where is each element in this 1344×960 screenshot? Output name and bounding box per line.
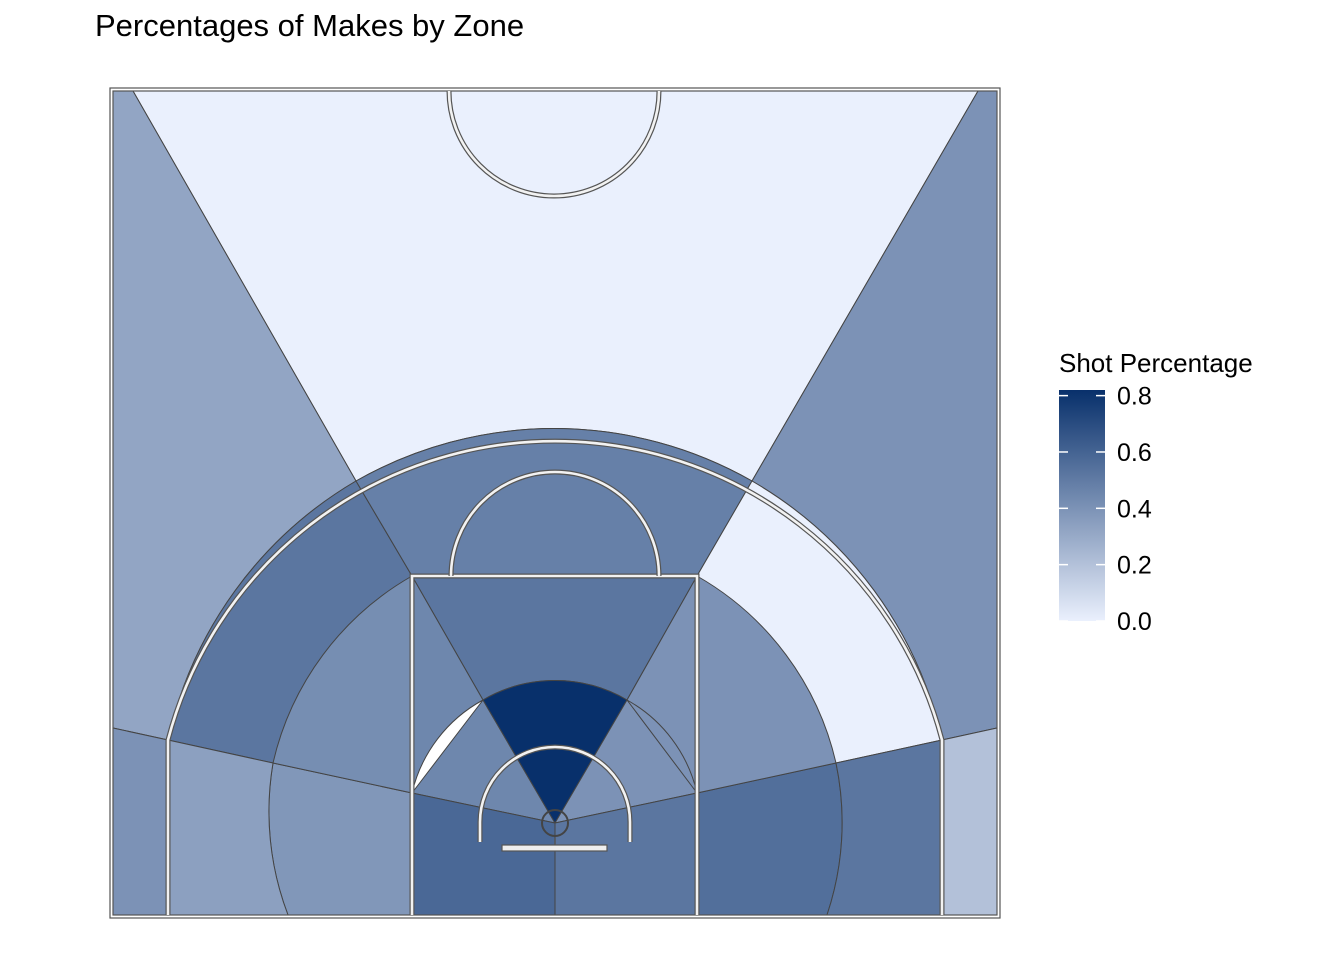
- legend-tick-label: 0.4: [1117, 495, 1152, 523]
- legend-tick-label: 0.0: [1117, 608, 1152, 636]
- legend-tick-label: 0.6: [1117, 439, 1152, 467]
- legend-tick-label: 0.8: [1117, 383, 1152, 411]
- legend-title: Shot Percentage: [1059, 348, 1253, 378]
- legend-colorbar: [1059, 390, 1105, 621]
- legend-tick-label: 0.2: [1117, 552, 1152, 580]
